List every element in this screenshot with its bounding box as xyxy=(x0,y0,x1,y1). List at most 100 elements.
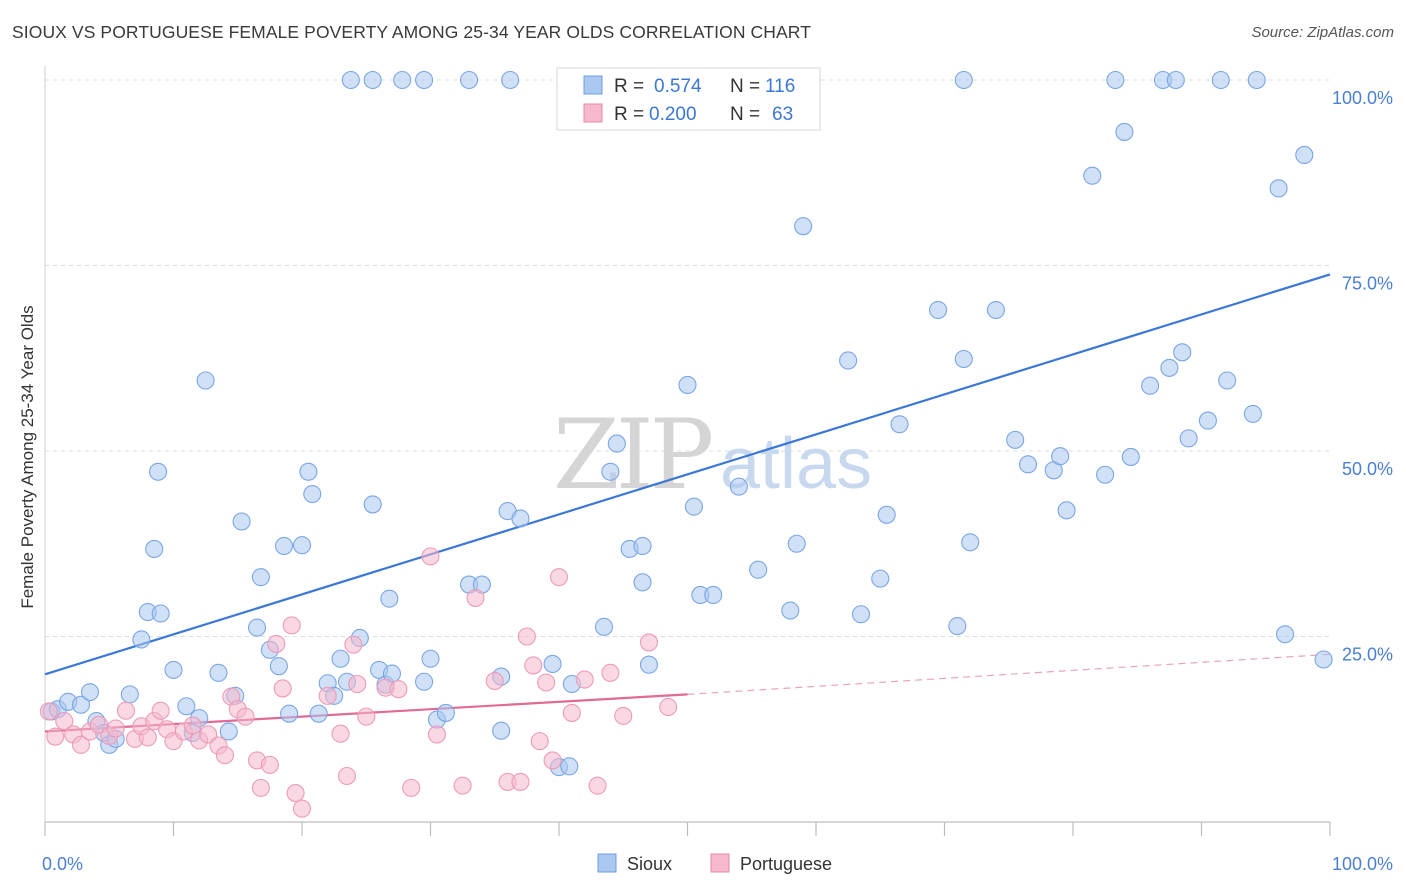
point-portuguese-28 xyxy=(260,755,279,774)
point-sioux-12 xyxy=(145,539,164,558)
trend-line-sioux xyxy=(44,273,1331,676)
point-sioux-59 xyxy=(601,462,620,481)
stats-swatch-portuguese xyxy=(583,103,603,123)
watermark-zip: ZIP xyxy=(553,399,712,511)
point-sioux-30 xyxy=(292,536,312,555)
point-sioux-112 xyxy=(954,70,973,90)
stats-r-label-portuguese: R = xyxy=(614,104,644,125)
point-sioux-16 xyxy=(177,697,196,716)
point-portuguese-25 xyxy=(236,707,255,726)
legend-label-portuguese: Portuguese xyxy=(740,854,832,874)
point-sioux-105 xyxy=(363,70,382,90)
point-portuguese-47 xyxy=(485,671,504,691)
point-sioux-102 xyxy=(1295,145,1314,164)
point-sioux-44 xyxy=(415,672,434,691)
stats-swatch-sioux xyxy=(583,75,603,95)
point-sioux-25 xyxy=(251,568,270,587)
point-portuguese-42 xyxy=(402,778,421,797)
point-portuguese-51 xyxy=(524,656,543,675)
point-sioux-31 xyxy=(299,462,318,481)
point-sioux-13 xyxy=(149,462,168,481)
point-sioux-21 xyxy=(219,722,238,741)
point-sioux-116 xyxy=(1211,70,1230,90)
point-portuguese-41 xyxy=(389,680,408,699)
point-sioux-115 xyxy=(1166,70,1185,90)
point-sioux-20 xyxy=(209,663,228,682)
tick-labels: 25.0% 50.0% 75.0% 100.0% 0.0% 100.0% xyxy=(42,88,1393,874)
point-portuguese-36 xyxy=(337,766,357,786)
point-sioux-113 xyxy=(1106,70,1125,90)
point-sioux-95 xyxy=(1173,343,1192,362)
x-tick-label-1: 100.0% xyxy=(1332,854,1393,874)
point-sioux-14 xyxy=(151,604,170,623)
point-sioux-68 xyxy=(704,585,723,604)
y-tick-label-3: 100.0% xyxy=(1332,88,1393,108)
stats-box: R = 0.574 N = 116 R = 0.200 N = 63 xyxy=(556,67,821,131)
point-sioux-29 xyxy=(280,704,299,723)
point-portuguese-30 xyxy=(273,679,292,698)
point-sioux-101 xyxy=(1275,625,1295,644)
point-sioux-54 xyxy=(543,654,562,674)
point-sioux-4 xyxy=(80,683,100,702)
point-portuguese-44 xyxy=(427,725,446,744)
point-sioux-27 xyxy=(269,657,288,676)
point-sioux-88 xyxy=(1057,501,1076,520)
point-sioux-117 xyxy=(1247,70,1266,90)
point-sioux-79 xyxy=(929,300,948,320)
point-portuguese-35 xyxy=(331,724,350,743)
point-sioux-3 xyxy=(71,695,91,714)
point-portuguese-43 xyxy=(421,547,440,566)
point-sioux-89 xyxy=(1083,166,1102,185)
point-sioux-47 xyxy=(436,703,455,722)
point-sioux-82 xyxy=(961,533,980,552)
point-sioux-73 xyxy=(794,217,813,236)
stats-n-value-portuguese: 63 xyxy=(772,104,793,125)
point-sioux-45 xyxy=(421,649,440,668)
point-portuguese-49 xyxy=(511,772,530,791)
point-sioux-60 xyxy=(607,434,626,453)
point-sioux-80 xyxy=(948,617,967,636)
point-portuguese-62 xyxy=(659,697,678,717)
point-sioux-91 xyxy=(1121,447,1140,466)
axes xyxy=(44,66,1331,836)
x-tick-label-0: 0.0% xyxy=(42,854,83,874)
point-sioux-109 xyxy=(501,70,520,90)
point-sioux-70 xyxy=(749,560,768,579)
point-sioux-108 xyxy=(459,70,479,90)
point-sioux-32 xyxy=(303,484,322,504)
point-sioux-64 xyxy=(639,655,659,674)
point-sioux-10 xyxy=(132,630,151,649)
y-tick-label-2: 75.0% xyxy=(1342,274,1393,294)
point-sioux-90 xyxy=(1096,465,1115,484)
y-tick-label-0: 25.0% xyxy=(1342,645,1393,665)
chart-title: SIOUX VS PORTUGUESE FEMALE POVERTY AMONG… xyxy=(12,22,812,42)
point-portuguese-58 xyxy=(588,776,607,795)
point-sioux-28 xyxy=(274,536,294,556)
point-portuguese-52 xyxy=(530,732,549,751)
point-portuguese-2 xyxy=(55,712,74,731)
point-portuguese-53 xyxy=(537,673,556,692)
point-sioux-93 xyxy=(1141,376,1160,395)
point-portuguese-22 xyxy=(215,746,234,765)
point-sioux-76 xyxy=(871,569,890,588)
point-sioux-42 xyxy=(380,589,399,608)
point-sioux-98 xyxy=(1218,371,1237,390)
point-sioux-69 xyxy=(729,477,748,496)
point-sioux-85 xyxy=(1018,455,1038,474)
gridlines xyxy=(45,79,1330,637)
point-portuguese-38 xyxy=(348,674,367,694)
point-sioux-104 xyxy=(341,70,360,90)
point-portuguese-33 xyxy=(292,799,312,818)
legend-swatch-sioux xyxy=(597,853,617,873)
point-sioux-56 xyxy=(560,757,579,776)
point-sioux-107 xyxy=(415,70,434,90)
point-sioux-62 xyxy=(633,573,652,592)
chart-source: Source: ZipAtlas.com xyxy=(1251,24,1394,41)
stats-n-label-sioux: N = xyxy=(730,76,760,97)
point-sioux-84 xyxy=(1006,430,1025,449)
y-tick-label-1: 50.0% xyxy=(1342,459,1393,479)
y-axis-title: Female Poverty Among 25-34 Year Olds xyxy=(18,305,37,608)
legend-label-sioux: Sioux xyxy=(627,854,672,874)
point-portuguese-12 xyxy=(138,728,157,747)
